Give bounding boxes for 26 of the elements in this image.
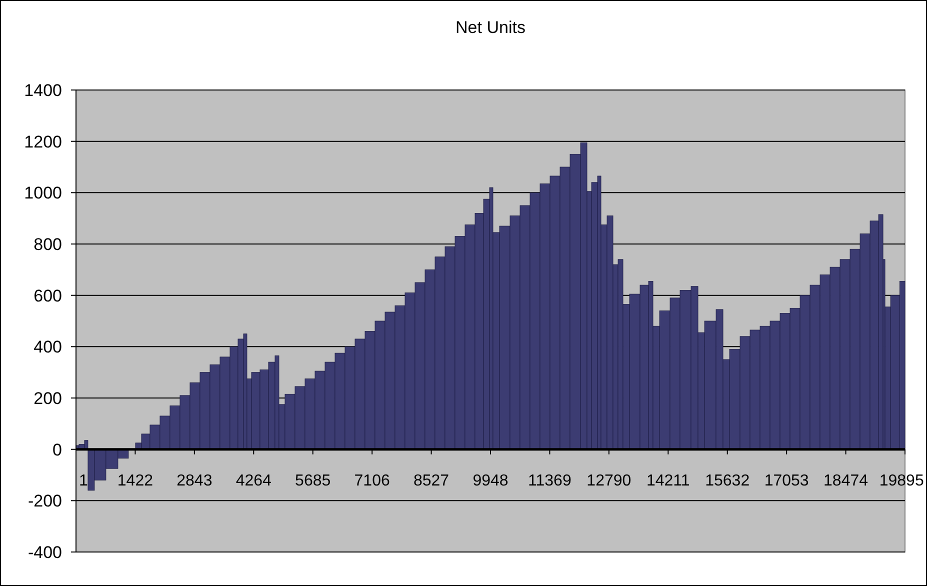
y-tick-label: 1000 bbox=[24, 184, 62, 203]
x-tick-label: 9948 bbox=[472, 472, 508, 490]
y-tick-label: 200 bbox=[34, 389, 62, 408]
x-tick-label: 4264 bbox=[236, 472, 272, 490]
y-tick-label: 1200 bbox=[24, 132, 62, 152]
y-tick-label: 600 bbox=[34, 286, 62, 306]
y-tick-label: -400 bbox=[28, 543, 62, 562]
x-tick-label: 14211 bbox=[646, 472, 690, 490]
y-tick-label: 1400 bbox=[24, 81, 62, 100]
x-tick-label: 18474 bbox=[824, 472, 868, 490]
y-tick-label: -200 bbox=[28, 492, 62, 511]
x-tick-label: 1422 bbox=[117, 472, 154, 490]
x-tick-label: 12790 bbox=[586, 472, 632, 490]
y-tick-label: 400 bbox=[34, 338, 62, 357]
x-tick-label: 1 bbox=[79, 472, 88, 490]
chart-title: Net Units bbox=[456, 18, 526, 37]
x-tick-label: 7106 bbox=[354, 472, 390, 490]
y-tick-label: 800 bbox=[34, 235, 62, 254]
x-tick-label: 11369 bbox=[528, 472, 572, 490]
x-tick-label: 2843 bbox=[176, 472, 212, 490]
y-tick-label: 0 bbox=[52, 440, 62, 460]
x-tick-label: 5685 bbox=[295, 472, 331, 490]
x-tick-label: 15632 bbox=[705, 472, 750, 490]
x-tick-label: 8527 bbox=[413, 472, 450, 490]
x-tick-label: 17053 bbox=[764, 472, 809, 490]
x-tick-label: 19895 bbox=[879, 472, 924, 490]
